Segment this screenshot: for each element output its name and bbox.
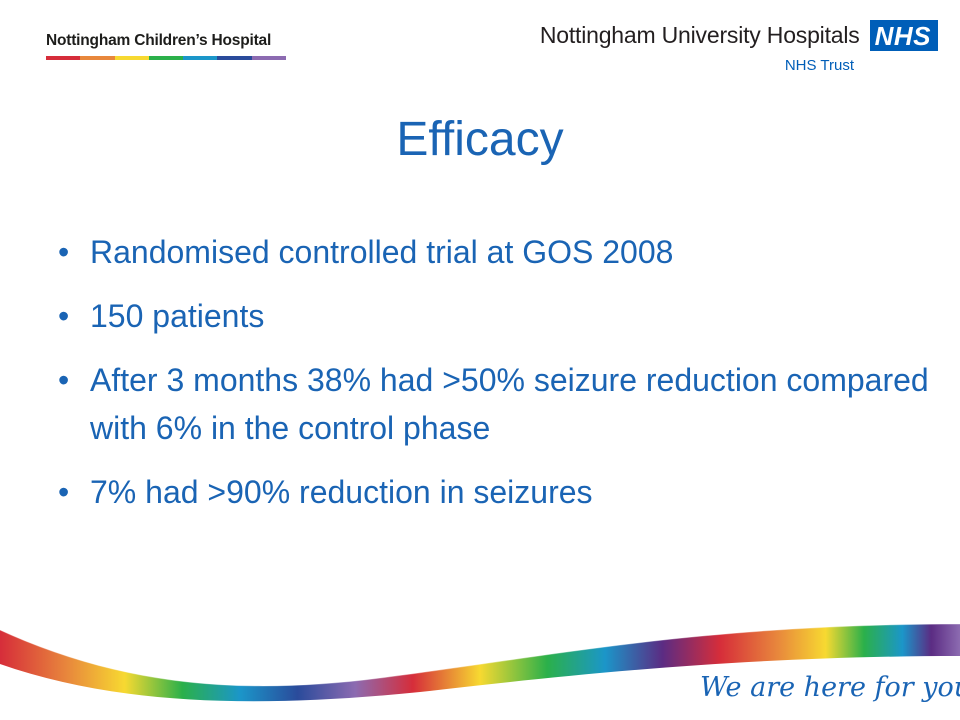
tagline: We are here for you	[700, 672, 960, 703]
bullet-text: Randomised controlled trial at GOS 2008	[90, 234, 674, 270]
bullet-item: • After 3 months 38% had >50% seizure red…	[56, 356, 936, 452]
childrens-hospital-name: Nottingham Children’s Hospital	[46, 32, 272, 49]
bullet-dot-icon: •	[58, 474, 70, 510]
bullet-dot-icon: •	[58, 362, 70, 398]
nuh-logo: Nottingham University Hospitals NHS NHS …	[540, 20, 938, 74]
bullet-list: • Randomised controlled trial at GOS 2008…	[56, 228, 936, 532]
rainbow-stripe	[46, 56, 286, 60]
slide-title: Efficacy	[396, 113, 564, 166]
rainbow-wave	[0, 623, 960, 702]
nhs-trust-label: NHS Trust	[784, 57, 854, 74]
nhs-logo: NHS	[869, 20, 938, 51]
childrens-hospital-logo: Nottingham Children’s Hospital	[46, 32, 286, 60]
bullet-text: 150 patients	[90, 298, 265, 334]
nuh-name: Nottingham University Hospitals	[539, 22, 860, 48]
bullet-item: • Randomised controlled trial at GOS 2008	[56, 228, 936, 276]
bullet-item: • 7% had >90% reduction in seizures	[56, 468, 936, 516]
bullet-item: • 150 patients	[56, 292, 936, 340]
bullet-dot-icon: •	[58, 298, 70, 334]
bullet-text: 7% had >90% reduction in seizures	[90, 474, 593, 510]
bullet-text: After 3 months 38% had >50% seizure redu…	[90, 362, 929, 446]
bullet-dot-icon: •	[58, 234, 70, 270]
